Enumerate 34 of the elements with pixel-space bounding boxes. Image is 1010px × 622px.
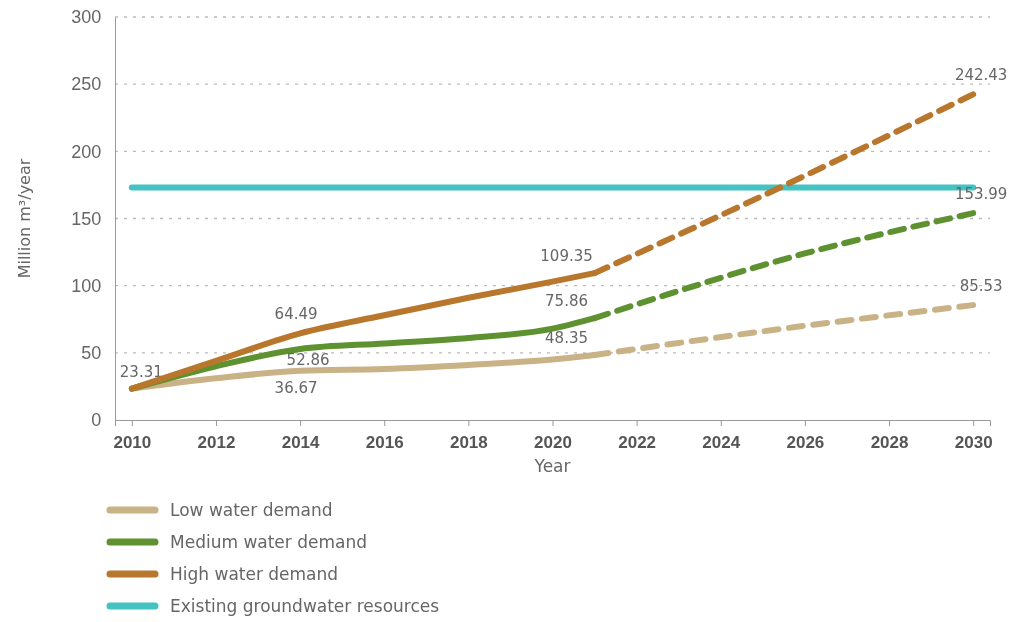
data-label: 153.99 [954,185,1008,204]
data-label: 242.43 [954,66,1008,85]
data-label: 85.53 [959,277,1003,296]
x-tick-label: 2026 [786,432,825,452]
data-label: 36.67 [274,378,318,397]
data-label: 52.86 [286,350,330,369]
data-label: 23.31 [119,362,163,381]
x-tick-label: 2030 [954,432,993,452]
y-tick-label: 50 [81,343,102,364]
x-tick-label: 2024 [702,432,741,452]
y-tick-label: 100 [71,275,102,296]
y-tick-label: 300 [71,7,102,28]
x-tick-label: 2028 [870,432,909,452]
data-label: 48.35 [545,329,589,348]
y-axis-title: Million m³/year [15,158,34,279]
x-tick-label: 2016 [365,432,404,452]
data-label: 64.49 [274,305,318,324]
x-tick-label: 2010 [113,432,152,452]
y-tick-label: 250 [71,74,102,95]
legend-label: Medium water demand [170,532,368,552]
x-tick-label: 2014 [281,432,321,452]
x-axis-title: Year [533,456,571,476]
legend-label: High water demand [170,564,339,584]
y-tick-label: 200 [71,141,102,162]
y-tick-label: 0 [91,410,102,431]
y-tick-label: 150 [71,208,102,229]
x-tick-label: 2020 [534,432,572,452]
data-label: 109.35 [540,247,593,266]
data-label: 75.86 [545,292,589,311]
x-tick-label: 2012 [197,432,236,452]
x-tick-label: 2022 [618,432,657,452]
legend-label: Existing groundwater resources [170,596,440,616]
legend-label: Low water demand [170,500,333,520]
x-tick-label: 2018 [449,432,488,452]
